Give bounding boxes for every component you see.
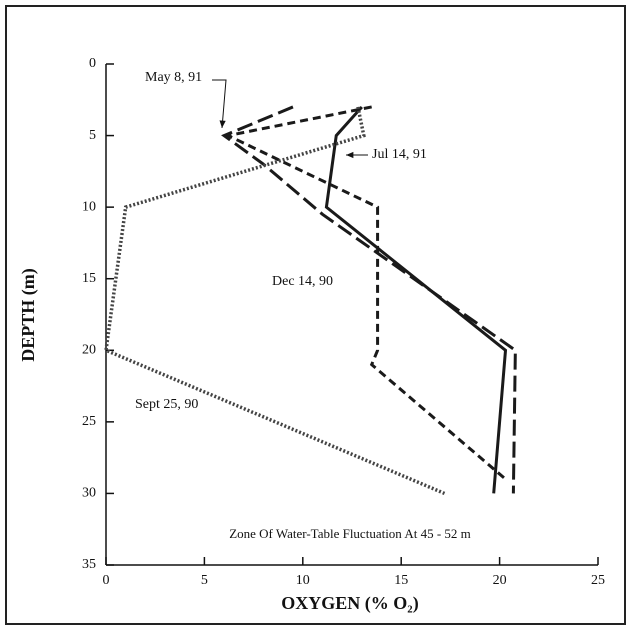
- x-tick-label: 10: [296, 573, 310, 588]
- series-label: Jul 14, 91: [372, 147, 427, 162]
- y-tick-label: 10: [82, 199, 96, 214]
- series-line: [104, 106, 446, 496]
- arrow-head: [219, 120, 226, 128]
- y-tick-label: 5: [89, 128, 96, 143]
- arrow-head: [346, 151, 354, 159]
- series-line: [221, 105, 517, 494]
- x-tick-label: 15: [394, 573, 408, 588]
- annotation: Zone Of Water-Table Fluctuation At 45 - …: [229, 526, 471, 541]
- y-tick-label: 35: [82, 557, 96, 572]
- y-axis-label: DEPTH (m): [18, 268, 39, 362]
- x-tick-label: 25: [591, 573, 605, 588]
- y-tick-label: 20: [82, 343, 96, 358]
- series-line: [324, 105, 508, 494]
- series-label: Dec 14, 90: [272, 274, 333, 289]
- frame: [5, 5, 626, 625]
- x-tick-label: 0: [103, 573, 110, 588]
- x-tick-label: 20: [493, 573, 507, 588]
- series-label: Sept 25, 90: [135, 397, 198, 412]
- y-tick-label: 15: [82, 271, 96, 286]
- x-axis-label: OXYGEN (% O₂): [281, 593, 418, 614]
- x-tick-label: 5: [201, 573, 208, 588]
- series-line: [223, 105, 507, 481]
- y-tick-label: 30: [82, 486, 96, 501]
- y-tick-label: 25: [82, 414, 96, 429]
- y-tick-label: 0: [89, 56, 96, 71]
- series-label: May 8, 91: [145, 70, 202, 85]
- label-arrow: [212, 79, 227, 129]
